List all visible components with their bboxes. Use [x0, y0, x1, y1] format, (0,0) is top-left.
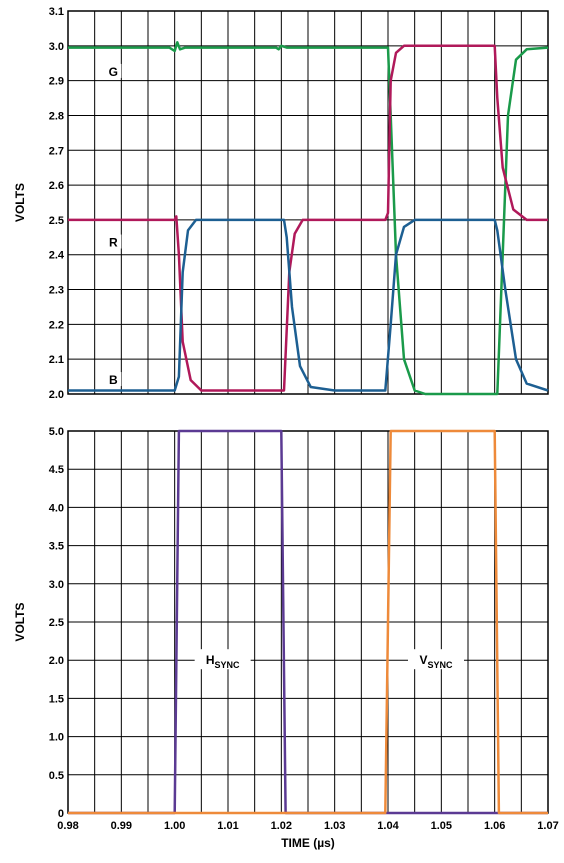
- bottom-y-tick-label: 1.5: [49, 693, 64, 705]
- series-label-hsync: HSYNC: [206, 653, 240, 670]
- x-tick-label: 1.01: [217, 820, 238, 832]
- bottom-y-tick-label: 2.5: [49, 617, 64, 629]
- bottom-chart-panel: 0.98 0.99 1.00 1.01 1.02 1.03 1.04 1.05 1.06 1.07…: [13, 426, 559, 832]
- bottom-y-tick-label: 3.0: [49, 579, 64, 591]
- series-label-bg: [105, 63, 122, 78]
- bottom-y-tick-label: 0: [58, 808, 64, 820]
- top-y-tick-label: 2.0: [49, 389, 64, 401]
- top-y-tick-label: 2.2: [49, 319, 64, 331]
- top-y-axis-title: VOLTS: [13, 183, 27, 222]
- bottom-y-tick-label: 1.0: [49, 732, 64, 744]
- top-y-tick-label: 2.8: [49, 110, 64, 122]
- series-label-bg: [408, 649, 464, 670]
- series-label-r: R: [109, 236, 118, 250]
- bottom-y-tick-label: 5.0: [49, 426, 64, 438]
- bottom-y-axis-title: VOLTS: [13, 602, 27, 641]
- x-tick-label: 0.98: [57, 820, 78, 832]
- series-label-bg: [194, 649, 251, 670]
- top-series-g-line: [68, 41, 549, 396]
- top-plot-frame: [67, 10, 549, 395]
- x-tick-label: 1.03: [324, 820, 345, 832]
- top-y-tick-label: 2.7: [49, 145, 64, 157]
- x-tick-label: 1.02: [271, 820, 292, 832]
- top-y-tick-label: 3.0: [49, 41, 64, 53]
- top-y-tick-label: 2.1: [49, 354, 64, 366]
- bottom-y-tick-label: 0.5: [49, 770, 64, 782]
- series-label-b: B: [109, 373, 118, 387]
- bottom-y-tick-label: 2.0: [49, 655, 64, 667]
- top-y-tick-label: 2.6: [49, 180, 64, 192]
- x-tick-label: 0.99: [111, 820, 132, 832]
- x-axis-title: TIME (µs): [281, 836, 335, 850]
- series-label-bg: [105, 234, 122, 249]
- top-series-b-line: [68, 218, 549, 392]
- top-chart-panel: 2.0 2.1 2.2 2.3 2.4 2.5 2.6 2.7 2.8 2.9 3.0 3.1 VOLT…: [13, 6, 549, 401]
- x-tick-label: 1.05: [431, 820, 452, 832]
- x-tick-label: 1.06: [484, 820, 505, 832]
- series-label-vsync: VSYNC: [419, 653, 453, 670]
- bottom-series-vsync-line: [68, 429, 548, 815]
- top-y-tick-label: 2.3: [49, 285, 64, 297]
- bottom-y-tick-label: 4.0: [49, 502, 64, 514]
- top-y-tick-label: 2.5: [49, 215, 64, 227]
- bottom-y-tick-label: 3.5: [49, 541, 64, 553]
- series-label-g: G: [109, 65, 118, 79]
- top-y-tick-label: 3.1: [49, 6, 64, 18]
- x-tick-label: 1.00: [164, 820, 185, 832]
- series-label-bg: [105, 372, 122, 387]
- x-tick-label: 1.07: [537, 820, 558, 832]
- top-y-tick-label: 2.4: [49, 250, 65, 262]
- bottom-y-tick-label: 4.5: [49, 464, 64, 476]
- top-y-tick-label: 2.9: [49, 76, 64, 88]
- x-tick-label: 1.04: [377, 820, 399, 832]
